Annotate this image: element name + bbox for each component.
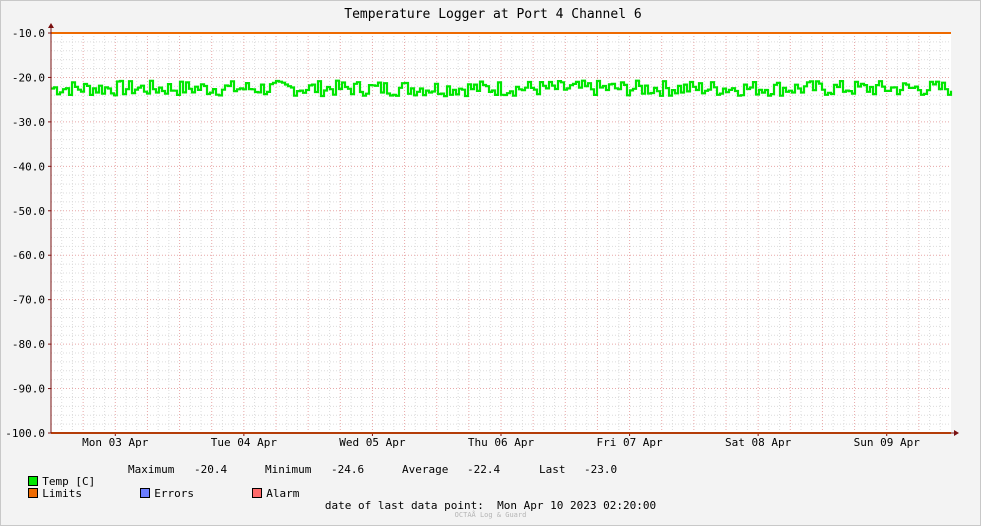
x-tick-label: Tue 04 Apr xyxy=(211,436,278,449)
legend-minimum: Minimum xyxy=(265,464,311,476)
legend-min-label: Minimum xyxy=(265,463,312,476)
x-tick-label: Mon 03 Apr xyxy=(82,436,149,449)
last-data-point: date of last data point: Mon Apr 10 2023… xyxy=(0,499,981,512)
x-tick-label: Sat 08 Apr xyxy=(725,436,792,449)
y-tick-label: -80.0 xyxy=(12,338,45,351)
y-tick-label: -30.0 xyxy=(12,116,45,129)
legend-last: Last xyxy=(539,464,566,476)
legend-avg-label: Average xyxy=(402,463,449,476)
y-tick-label: -60.0 xyxy=(12,249,45,262)
legend-maximum-value: -20.4 xyxy=(194,464,227,476)
limits-swatch xyxy=(28,488,39,498)
y-tick-label: -40.0 xyxy=(12,160,45,173)
y-tick-label: -70.0 xyxy=(12,294,45,307)
legend-limits-label: Limits xyxy=(42,487,82,500)
alarm-swatch xyxy=(252,488,263,498)
legend-max-label: Maximum xyxy=(128,463,175,476)
legend-last-value: -23.0 xyxy=(584,464,617,476)
y-axis-arrow xyxy=(48,23,54,28)
legend-avg-value: -22.4 xyxy=(467,463,501,476)
x-axis-arrow xyxy=(954,430,959,436)
legend-alarm: Alarm xyxy=(239,476,299,500)
legend-maximum: Maximum xyxy=(128,464,174,476)
legend-alarm-label: Alarm xyxy=(266,487,300,500)
temperature-chart: -10.0 -20.0 -30.0 -40.0 -50.0 -60.0 -70.0 -80.0… xyxy=(5,7,959,449)
chart-title: Temperature Logger at Port 4 Channel 6 xyxy=(344,7,641,22)
legend-average-value: -22.4 xyxy=(467,464,500,476)
temp-series-line xyxy=(51,79,953,98)
legend-minimum-value: -24.6 xyxy=(331,464,364,476)
legend-temp-label: Temp [C] xyxy=(42,475,96,488)
y-tick-label: -50.0 xyxy=(12,205,45,218)
y-tick-label: -10.0 xyxy=(12,27,45,40)
last-point-value: Mon Apr 10 2023 02:20:00 xyxy=(497,499,657,512)
legend-max-value: -20.4 xyxy=(194,463,228,476)
legend-errors-label: Errors xyxy=(154,487,194,500)
temp-swatch xyxy=(28,476,39,486)
x-tick-label: Fri 07 Apr xyxy=(596,436,663,449)
legend-min-value: -24.6 xyxy=(331,463,365,476)
brand-watermark: OCTAÅ Log & Guard xyxy=(454,511,527,519)
x-tick-label: Sun 09 Apr xyxy=(854,436,921,449)
legend-errors: Errors xyxy=(127,476,194,500)
legend-row-1: Temp [C] xyxy=(15,464,95,488)
x-tick-label: Wed 05 Apr xyxy=(339,436,406,449)
y-tick-label: -100.0 xyxy=(5,427,45,440)
legend-last-label: Last xyxy=(539,463,566,476)
errors-swatch xyxy=(140,488,151,498)
x-tick-label: Thu 06 Apr xyxy=(468,436,535,449)
y-tick-label: -90.0 xyxy=(12,383,45,396)
legend-limits: Limits xyxy=(15,476,82,500)
y-tick-label: -20.0 xyxy=(12,71,45,84)
last-point-label: date of last data point: xyxy=(324,499,484,512)
legend-average: Average xyxy=(402,464,448,476)
legend-last-value: -23.0 xyxy=(584,463,618,476)
